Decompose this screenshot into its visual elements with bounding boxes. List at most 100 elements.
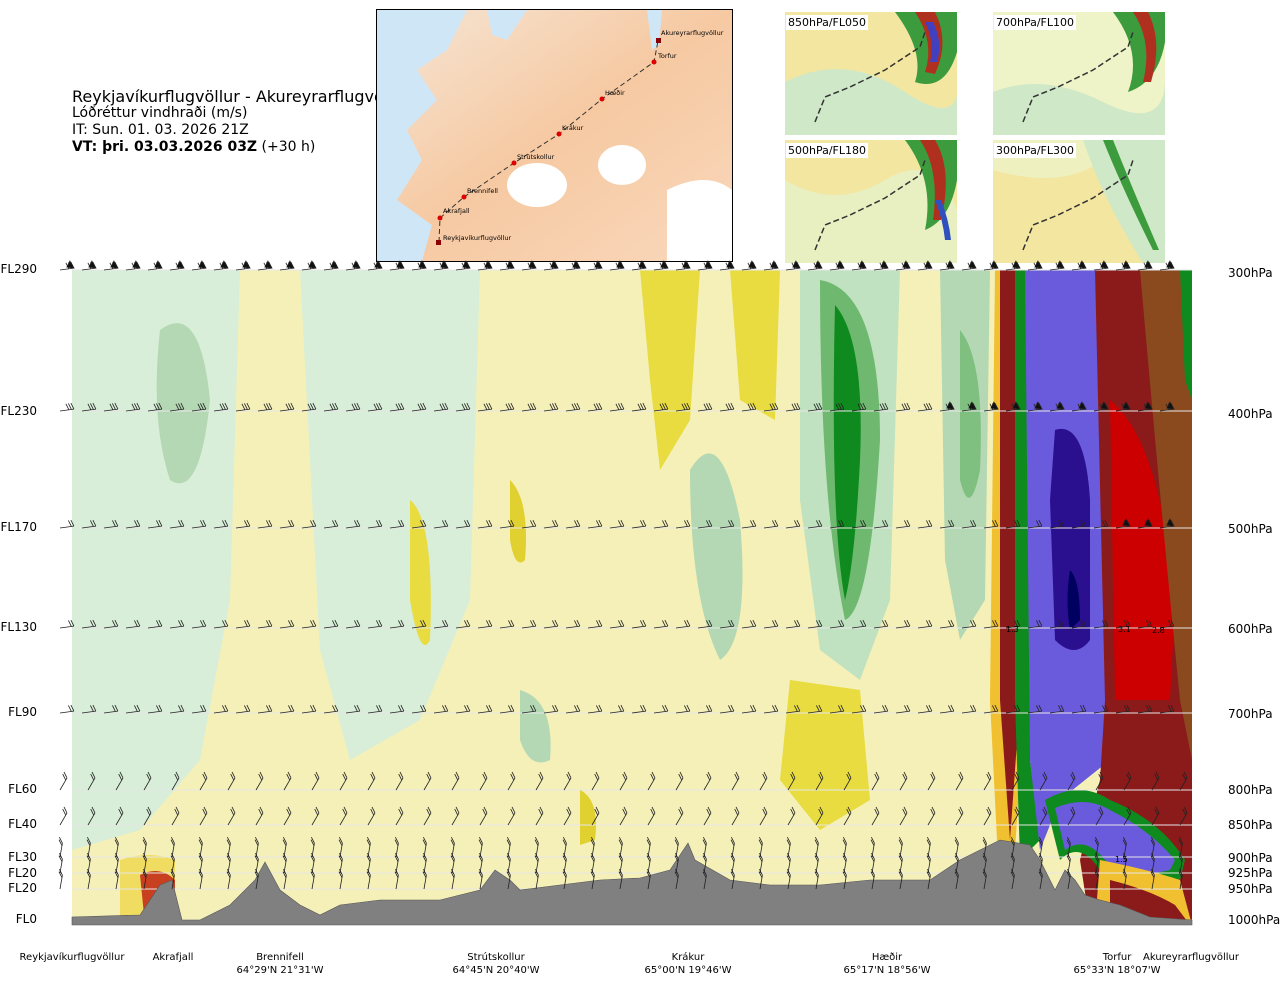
wind-barb <box>939 401 955 412</box>
wind-barb <box>1115 704 1131 714</box>
wind-barb <box>199 806 208 826</box>
wind-barb <box>411 260 427 271</box>
wind-barb <box>927 771 936 791</box>
wind-barb <box>423 771 432 791</box>
station-label: Brennifell 64°29'N 21°31'W <box>237 951 324 977</box>
route-map-svg: Akureyrarflugvöllur Torfur Hæðir Krákur … <box>377 10 732 261</box>
wind-barb <box>1005 704 1021 714</box>
wind-barb <box>851 704 867 714</box>
wind-barb <box>433 260 449 271</box>
station-name: Hæðir <box>871 952 903 963</box>
wind-barb <box>506 869 511 890</box>
panel-850-label: 850hPa/FL050 <box>786 15 869 30</box>
glacier-3 <box>667 180 732 261</box>
contour-label: 1.3 <box>1006 625 1019 634</box>
init-time: IT: Sun. 01. 03. 2026 21Z <box>72 122 249 138</box>
station-name: Torfur <box>1102 952 1132 963</box>
wind-barb <box>395 806 404 826</box>
wind-barb <box>983 401 999 412</box>
wind-barb <box>115 806 124 826</box>
wind-barb <box>1005 401 1021 412</box>
wind-barb <box>451 806 460 826</box>
station-coord: 65°00'N 19°46'W <box>644 965 732 976</box>
wind-barb <box>675 771 684 791</box>
wind-barb <box>697 260 713 271</box>
wind-barb <box>565 619 581 629</box>
panel-850: 850hPa/FL050 <box>785 12 957 135</box>
wind-barb <box>1115 401 1131 412</box>
wind-barb <box>1137 704 1153 714</box>
wind-barb <box>1005 260 1021 271</box>
fl-label: FL130 <box>0 620 38 634</box>
wind-barb <box>301 260 317 271</box>
wind-barb <box>563 806 572 826</box>
wind-barb <box>115 771 124 791</box>
wind-barb <box>535 806 544 826</box>
wind-barb <box>143 806 152 826</box>
wind-barb <box>213 519 229 529</box>
wind-barb <box>257 519 273 529</box>
wind-barb <box>785 402 801 412</box>
wind-barb <box>1005 519 1021 529</box>
pressure-label: 1000hPa <box>1228 913 1280 927</box>
station-label: Krákur 65°00'N 19°46'W <box>645 951 732 977</box>
glacier-2 <box>598 145 646 185</box>
wind-barb <box>87 806 96 826</box>
fl-label: FL40 <box>8 817 37 831</box>
wind-barb <box>283 806 292 826</box>
wind-barb <box>851 402 867 412</box>
valid-time: VT: þri. 03.03.2026 03Z <box>72 139 258 155</box>
map-label-brennifell: Brennifell <box>467 187 498 195</box>
wind-barb <box>235 619 251 629</box>
wind-barb <box>1093 260 1109 271</box>
wind-barb <box>675 402 691 412</box>
wind-barb <box>147 704 163 714</box>
wind-barb <box>367 619 383 629</box>
wind-barb <box>895 260 911 271</box>
fl-label: FL60 <box>8 782 37 796</box>
panel-700: 700hPa/FL100 <box>993 12 1165 135</box>
wind-barb <box>339 771 348 791</box>
wind-barb <box>675 704 691 714</box>
wind-barb <box>565 704 581 714</box>
contour-label: 2.8 <box>1152 626 1165 635</box>
wind-barb <box>1095 806 1104 826</box>
wind-barb <box>103 619 119 629</box>
wind-barb <box>323 619 339 629</box>
wind-barb <box>1093 619 1109 629</box>
wind-barb <box>1066 869 1071 890</box>
wind-barb <box>345 619 361 629</box>
wind-barb <box>829 260 845 271</box>
fl-label: FL290 <box>0 262 38 276</box>
wind-barb <box>983 260 999 271</box>
wind-barb <box>785 704 801 714</box>
lead-time: (+30 h) <box>261 139 316 155</box>
wind-barb <box>227 806 236 826</box>
wind-barb <box>301 519 317 529</box>
map-label-krakur: Krákur <box>562 124 584 132</box>
wind-barb <box>479 771 488 791</box>
wind-barb <box>395 771 404 791</box>
wind-barb <box>1115 260 1131 271</box>
wind-barb <box>1159 518 1175 529</box>
wind-barb <box>521 402 537 412</box>
wind-barb <box>213 402 229 412</box>
wind-barb <box>829 519 845 529</box>
wind-barb <box>345 402 361 412</box>
station-name: Reykjavíkurflugvöllur <box>19 952 125 963</box>
wind-barb <box>759 771 768 791</box>
station-name: Akureyrarflugvöllur <box>1142 952 1240 963</box>
wind-barb <box>591 806 600 826</box>
wind-barb <box>235 260 251 271</box>
map-point-akureyri <box>656 38 661 43</box>
wind-barb <box>147 260 163 271</box>
wind-barb <box>631 260 647 271</box>
wind-barb <box>786 869 791 890</box>
wind-barb <box>675 260 691 271</box>
wind-barb <box>142 869 147 890</box>
wind-barb <box>323 519 339 529</box>
map-label-strutskollur: Strútskollur <box>517 153 555 161</box>
wind-barb <box>703 806 712 826</box>
wind-barb <box>534 869 539 890</box>
wind-barb <box>697 402 713 412</box>
